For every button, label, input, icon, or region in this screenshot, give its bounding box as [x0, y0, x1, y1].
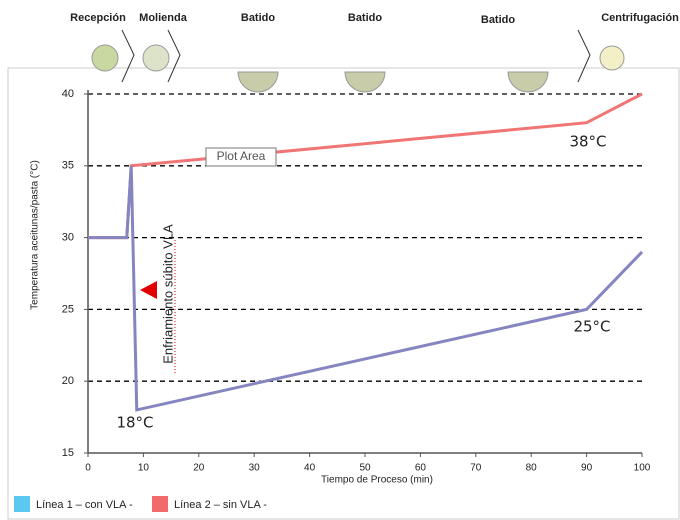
x-tick-label: 100 [634, 463, 651, 474]
legend-swatch [152, 496, 168, 512]
x-tick-label: 50 [359, 463, 371, 474]
x-tick-label: 10 [138, 463, 150, 474]
x-tick-label: 60 [415, 463, 427, 474]
legend-label: Línea 1 – con VLA - [36, 499, 133, 511]
y-tick-label: 35 [62, 160, 74, 172]
x-tick-label: 40 [304, 463, 316, 474]
tooltip: Plot Area [217, 149, 266, 163]
temp-annotation: 18°C [116, 414, 153, 432]
stage-label: Recepción [70, 12, 126, 24]
stage-label: Batido [481, 14, 516, 26]
y-axis-label: Temperatura aceitunas/pasta (°C) [30, 160, 41, 310]
x-tick-label: 70 [470, 463, 482, 474]
vertical-annotation: Enfriamiento súbito VLA [160, 224, 175, 364]
y-tick-label: 15 [62, 447, 74, 459]
legend-label: Línea 2 – sin VLA - [174, 499, 267, 511]
x-axis-label: Tiempo de Proceso (min) [321, 475, 433, 486]
stage-label: Batido [348, 12, 383, 24]
chart: Recepción Molienda Batido Batido Batido Centr… [0, 0, 680, 520]
y-tick-label: 20 [62, 375, 74, 387]
legend-swatch [14, 496, 30, 512]
x-tick-label: 20 [193, 463, 205, 474]
x-tick-label: 0 [85, 463, 91, 474]
x-tick-label: 80 [526, 463, 538, 474]
stage-label: Molienda [139, 12, 188, 24]
x-tick-label: 90 [581, 463, 593, 474]
y-tick-label: 25 [62, 303, 74, 315]
y-tick-label: 30 [62, 232, 74, 244]
temp-annotation: 25°C [573, 318, 610, 336]
x-tick-label: 30 [249, 463, 261, 474]
y-tick-label: 40 [62, 88, 74, 100]
temp-annotation: 38°C [569, 133, 606, 151]
stage-label: Batido [241, 12, 276, 24]
stage-label: Centrifugación [601, 12, 679, 24]
